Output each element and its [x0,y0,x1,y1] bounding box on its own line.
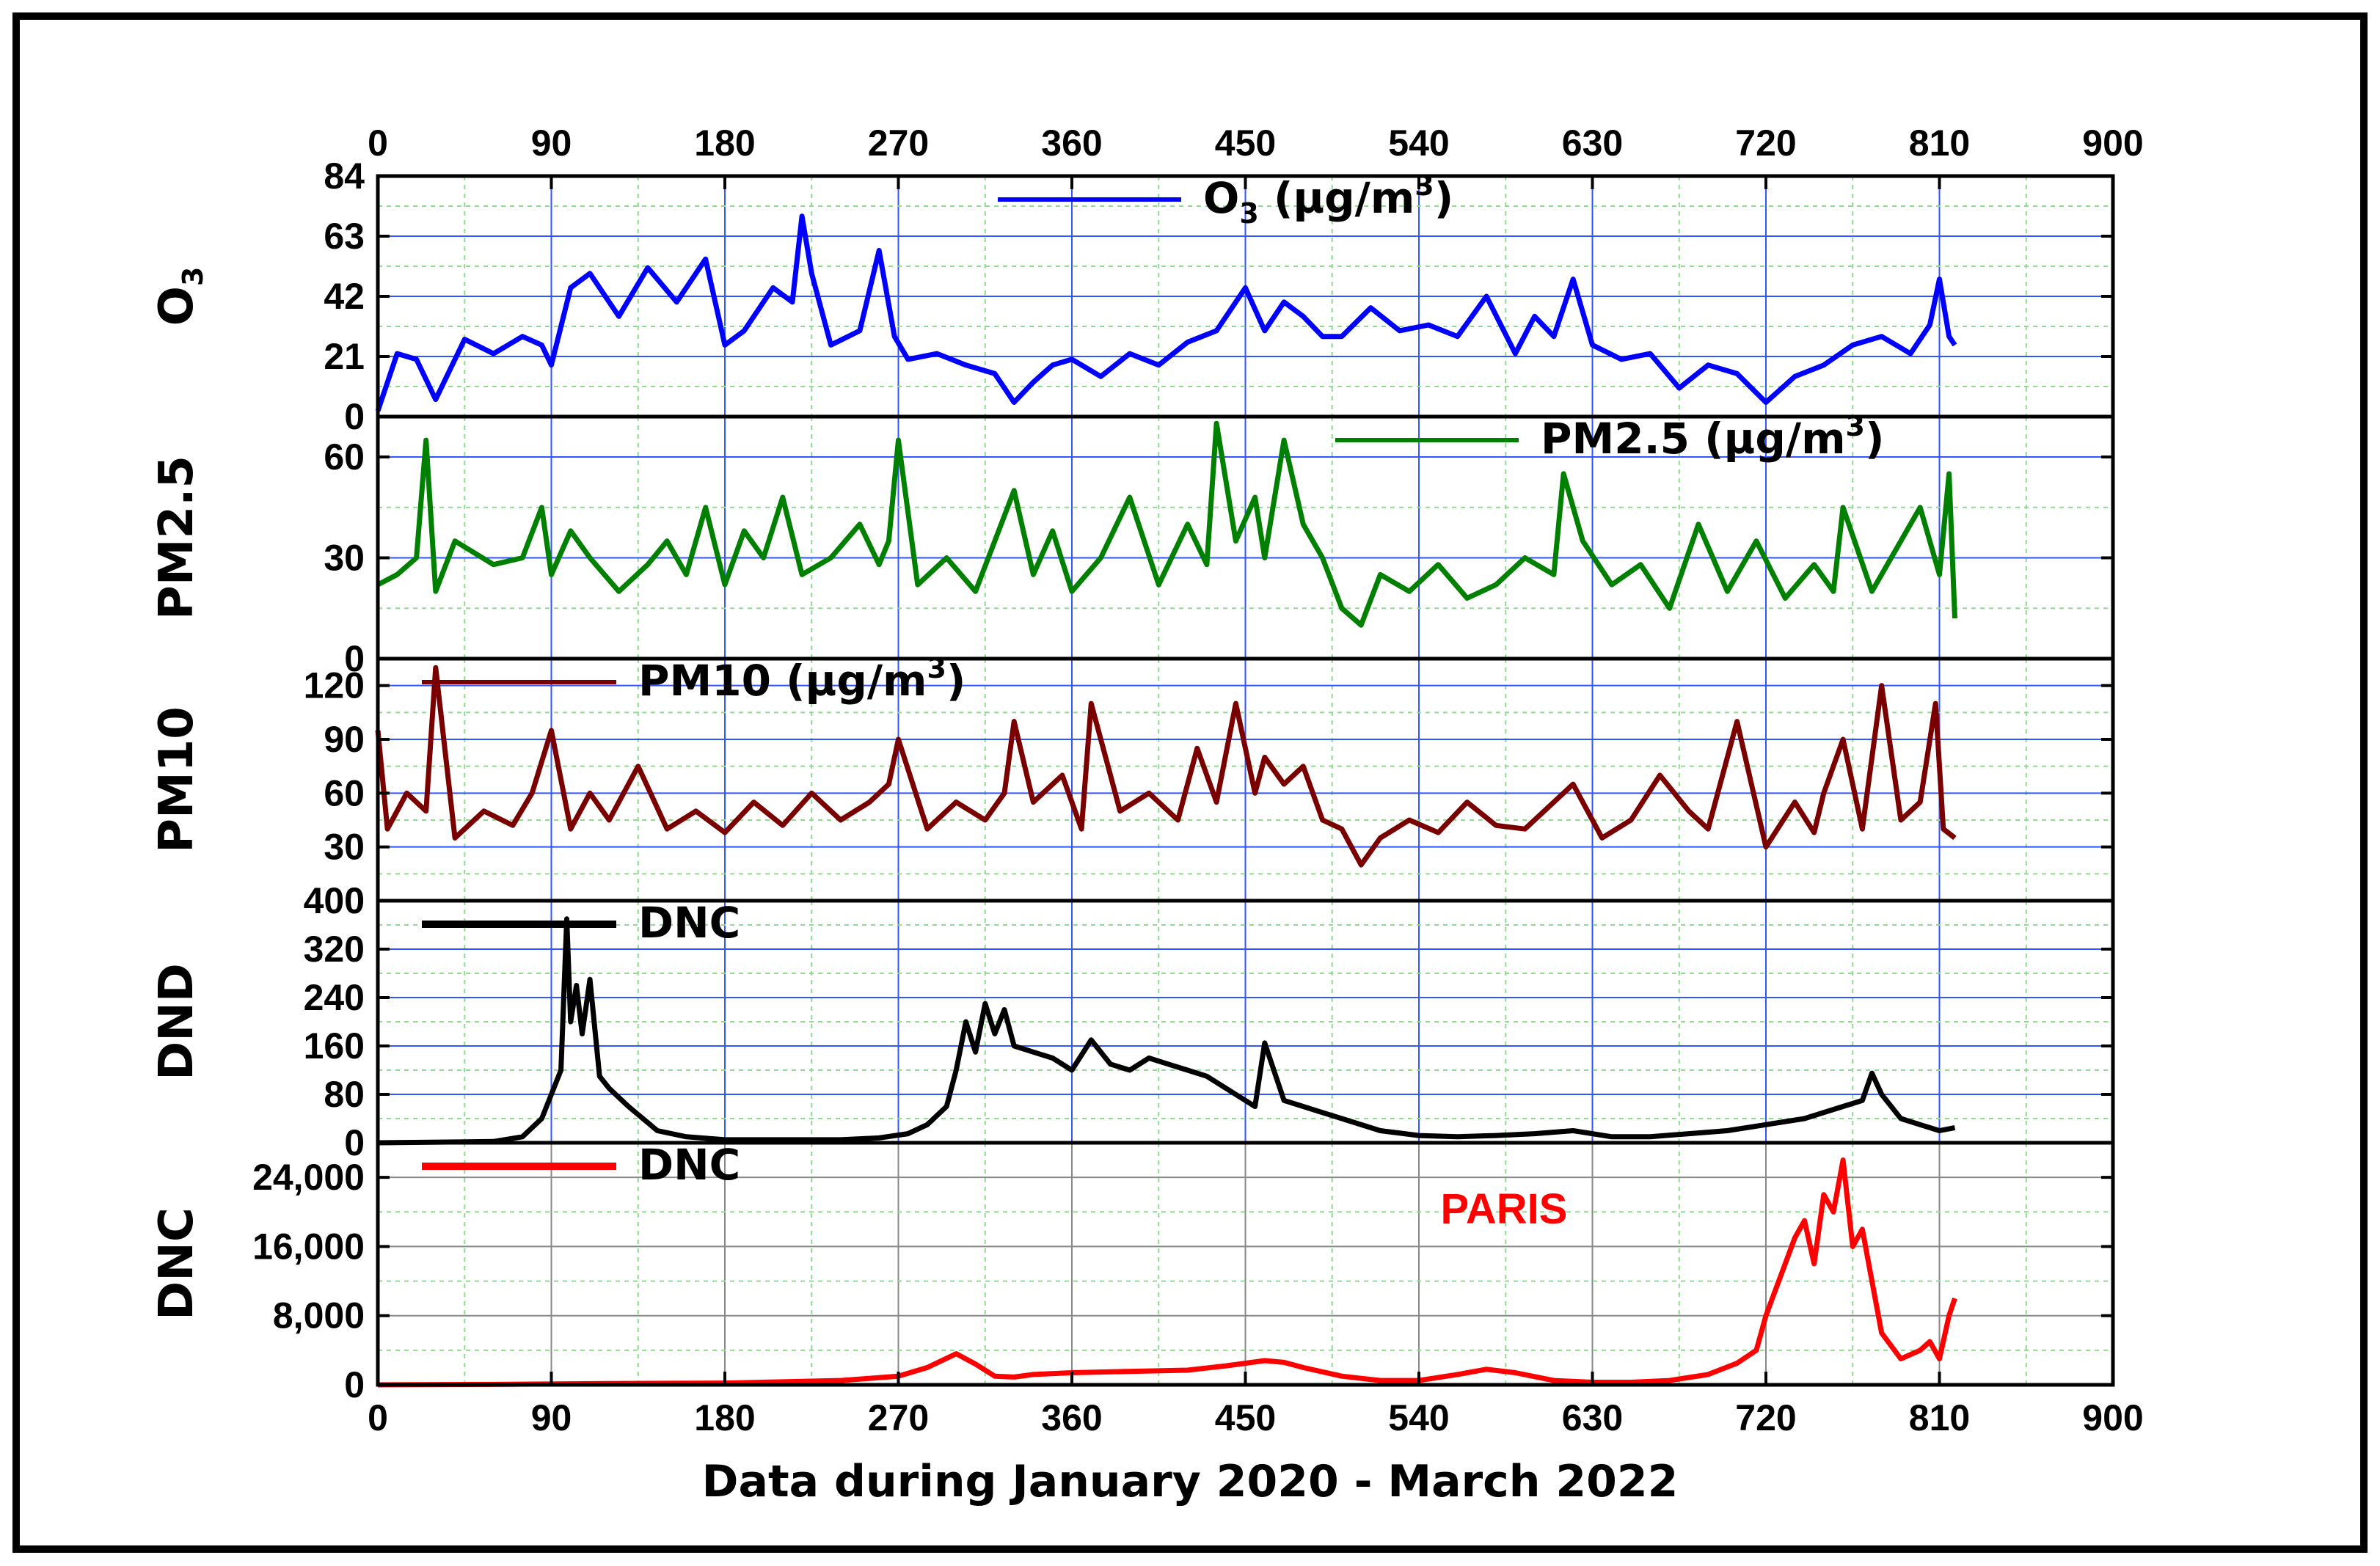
y-axis-label-dnd: DND [150,963,204,1080]
legend-o3: O3 (µg/m3) [998,169,1453,230]
legend-main: O [1203,173,1239,223]
y-tick-label: 8,000 [273,1295,365,1336]
y-tick-label: 240 [304,977,365,1018]
y-tick-label: 60 [324,436,365,478]
x-tick-label-top: 90 [531,122,572,164]
x-tick-label-bottom: 450 [1215,1397,1276,1438]
legend-label: DNC [638,898,740,948]
legend-main: DNC [638,1140,740,1190]
city-annotation: PARIS [1441,1185,1568,1233]
legend-end: ) [1434,173,1454,223]
x-tick-label-top: 900 [2082,122,2143,164]
legend-label: O3 (µg/m3) [1203,169,1453,230]
y-tick-label: 24,000 [252,1157,365,1198]
x-tick-label-bottom: 720 [1735,1397,1796,1438]
y-axis-label-text: DNC [150,1207,204,1320]
legend-units: (µg/m [1690,414,1846,464]
legend-pm25: PM2.5 (µg/m3) [1335,410,1884,464]
y-axis-label-text: O [150,286,204,326]
y-tick-label: 160 [304,1025,365,1066]
x-axis: 0 0 90 90 180 180 270 270 360 360 450 450 540 540 630 6… [368,122,2144,1438]
y-tick-label: 42 [324,276,365,317]
y-tick-label: 120 [304,665,365,706]
panel-dnc: 0 8,000 16,000 24,000 DNC DNC PARIS [150,1140,2115,1405]
x-tick-label-bottom: 360 [1041,1397,1102,1438]
y-tick-label: 0 [344,1122,365,1163]
series-line-o3 [375,213,1957,412]
x-tick-label-bottom: 90 [531,1397,572,1438]
y-axis-label-o3: O3 [150,267,209,326]
y-axis-label-pm25: PM2.5 [150,455,204,620]
y-tick-label: 84 [324,155,365,197]
x-tick-label-bottom: 900 [2082,1397,2143,1438]
legend-pm10: PM10 (µg/m3) [422,652,965,706]
legend-subscript: 3 [1239,197,1258,230]
legend-end: ) [946,656,966,706]
legend-main: DNC [638,898,740,948]
y-tick-label: 63 [324,216,365,257]
x-tick-label-bottom: 630 [1562,1397,1623,1438]
series-line-dnc [377,1157,1957,1388]
x-tick-label-bottom: 0 [368,1397,388,1438]
legend-label: PM2.5 (µg/m3) [1541,410,1884,464]
y-tick-label: 0 [344,638,365,679]
x-tick-label-top: 630 [1562,122,1623,164]
y-tick-label: 0 [344,880,365,921]
legend-label: PM10 (µg/m3) [638,652,965,706]
series-line-pm25 [376,420,1957,628]
legend-units: (µg/m [1259,173,1415,223]
y-tick-label: 320 [304,929,365,970]
legend-units: (µg/m [771,656,927,706]
y-axis-label-subscript: 3 [177,267,209,286]
y-axis-label-text: PM10 [150,706,204,853]
y-tick-label: 90 [324,719,365,760]
y-axis-label-pm10: PM10 [150,706,204,853]
y-tick-label: 0 [344,396,365,437]
y-tick-label: 400 [304,880,365,921]
y-axis-label-dnc: DNC [150,1207,204,1320]
x-tick-label-top: 810 [1909,122,1970,164]
x-tick-label-top: 720 [1735,122,1796,164]
y-axis-label-text: DND [150,963,204,1080]
legend-main: PM10 [638,656,771,706]
y-tick-label: 60 [324,772,365,813]
x-tick-label-top: 450 [1215,122,1276,164]
x-tick-label-bottom: 180 [694,1397,755,1438]
x-tick-label-top: 180 [694,122,755,164]
x-tick-label-bottom: 810 [1909,1397,1970,1438]
legend-label: DNC [638,1140,740,1190]
legend-dnd: DNC [422,898,740,948]
legend-superscript: 3 [927,652,946,684]
y-tick-label: 80 [324,1074,365,1115]
legend-dnc: DNC [422,1140,740,1190]
y-tick-label: 30 [324,827,365,868]
x-tick-label-top: 270 [868,122,929,164]
y-tick-label: 30 [324,538,365,579]
legend-superscript: 3 [1846,410,1865,442]
x-axis-label: Data during January 2020 - March 2022 [702,1456,1679,1507]
x-tick-label-bottom: 270 [868,1397,929,1438]
x-tick-label-bottom: 540 [1388,1397,1449,1438]
series-line-pm10 [375,665,1957,868]
y-tick-label: 21 [324,336,365,377]
y-tick-label: 0 [344,1364,365,1405]
y-axis-label-text: PM2.5 [150,455,204,620]
series-line-dnd [377,916,1956,1146]
y-tick-label: 16,000 [252,1226,365,1267]
x-tick-label-top: 360 [1041,122,1102,164]
x-tick-label-top: 0 [368,122,388,164]
legend-main: PM2.5 [1541,414,1690,464]
legend-end: ) [1865,414,1885,464]
x-tick-label-top: 540 [1388,122,1449,164]
